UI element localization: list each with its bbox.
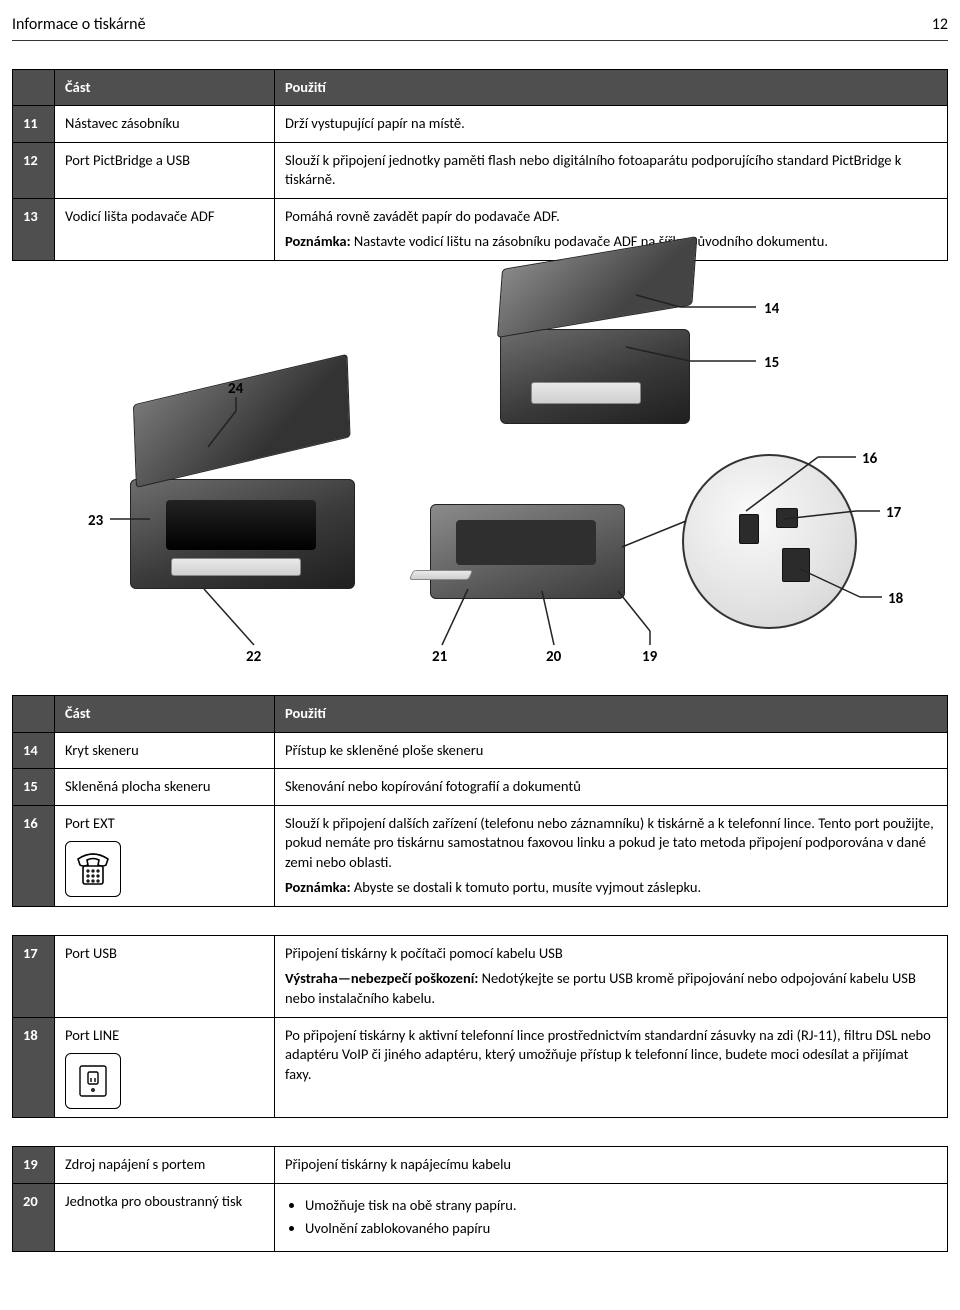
use-text: Slouží k připojení dalších zařízení (tel… (285, 814, 937, 873)
warning: Výstraha—nebezpečí poškození: Nedotýkejt… (285, 969, 937, 1008)
parts-table-2a: Část Použití 14 Kryt skeneru Přístup ke … (12, 695, 948, 907)
callout-20: 20 (546, 647, 561, 667)
callout-23: 23 (88, 511, 103, 531)
printer-diagram: 14 15 16 17 18 19 20 21 22 23 24 (70, 289, 890, 669)
part-name: Jednotka pro oboustranný tisk (55, 1183, 275, 1251)
page-number: 12 (932, 14, 948, 36)
callout-24: 24 (228, 379, 243, 399)
callout-16: 16 (862, 449, 877, 469)
row-number: 14 (13, 732, 55, 769)
use-text: Slouží k připojení jednotky paměti flash… (285, 151, 937, 190)
part-use: Po připojení tiskárny k aktivní telefonn… (275, 1017, 948, 1118)
table-row: 12 Port PictBridge a USB Slouží k připoj… (13, 142, 948, 198)
col-use: Použití (275, 695, 948, 732)
note-label: Poznámka: (285, 878, 351, 896)
section-title: Informace o tiskárně (12, 14, 146, 36)
use-text: Připojení tiskárny k napájecímu kabelu (285, 1155, 937, 1175)
table-row: 19 Zdroj napájení s portem Připojení tis… (13, 1147, 948, 1184)
part-name: Port USB (55, 935, 275, 1017)
part-name: Port PictBridge a USB (55, 142, 275, 198)
table-row: 11 Nástavec zásobníku Drží vystupující p… (13, 106, 948, 143)
table-row: 20 Jednotka pro oboustranný tisk Umožňuj… (13, 1183, 948, 1251)
table-row: 14 Kryt skeneru Přístup ke skleněné ploš… (13, 732, 948, 769)
page-header: Informace o tiskárně 12 (12, 0, 948, 41)
callout-19: 19 (642, 647, 657, 667)
part-use: Slouží k připojení dalších zařízení (tel… (275, 805, 948, 906)
part-use: Slouží k připojení jednotky paměti flash… (275, 142, 948, 198)
part-name: Skleněná plocha skeneru (55, 769, 275, 806)
part-name: Nástavec zásobníku (55, 106, 275, 143)
use-text: Skenování nebo kopírování fotografií a d… (285, 777, 937, 797)
row-number: 20 (13, 1183, 55, 1251)
row-number: 19 (13, 1147, 55, 1184)
use-text: Pomáhá rovně zavádět papír do podavače A… (285, 207, 937, 227)
phone-ext-icon (65, 841, 121, 897)
col-blank (13, 69, 55, 106)
parts-table-2c: 19 Zdroj napájení s portem Připojení tis… (12, 1146, 948, 1252)
table-row: 13 Vodicí lišta podavače ADF Pomáhá rovn… (13, 198, 948, 260)
use-text: Po připojení tiskárny k aktivní telefonn… (285, 1026, 937, 1085)
note-text: Nastavte vodicí lištu na zásobníku podav… (351, 232, 828, 250)
list-item: Uvolnění zablokovaného papíru (305, 1219, 937, 1239)
part-cell: Port EXT (55, 805, 275, 906)
part-name: Port EXT (65, 814, 115, 832)
part-name: Kryt skeneru (55, 732, 275, 769)
col-use: Použití (275, 69, 948, 106)
note: Poznámka: Abyste se dostali k tomuto por… (285, 878, 937, 898)
part-use: Připojení tiskárny k počítači pomocí kab… (275, 935, 948, 1017)
callout-17: 17 (886, 503, 901, 523)
use-text: Připojení tiskárny k počítači pomocí kab… (285, 944, 937, 964)
callout-14: 14 (764, 299, 779, 319)
note-text: Abyste se dostali k tomuto portu, musíte… (351, 878, 702, 896)
use-text: Přístup ke skleněné ploše skeneru (285, 741, 937, 761)
use-text: Drží vystupující papír na místě. (285, 114, 937, 134)
col-blank (13, 695, 55, 732)
note: Poznámka: Nastavte vodicí lištu na zásob… (285, 232, 937, 252)
part-name: Vodicí lišta podavače ADF (55, 198, 275, 260)
callout-21: 21 (432, 647, 447, 667)
callout-18: 18 (888, 589, 903, 609)
row-number: 17 (13, 935, 55, 1017)
part-cell: Port LINE (55, 1017, 275, 1118)
table-row: 16 Port EXT (13, 805, 948, 906)
callout-15: 15 (764, 353, 779, 373)
row-number: 11 (13, 106, 55, 143)
callout-22: 22 (246, 647, 261, 667)
col-part: Část (55, 69, 275, 106)
parts-table-1: Část Použití 11 Nástavec zásobníku Drží … (12, 69, 948, 261)
list-item: Umožňuje tisk na obě strany papíru. (305, 1196, 937, 1216)
table-row: 17 Port USB Připojení tiskárny k počítač… (13, 935, 948, 1017)
part-name: Zdroj napájení s portem (55, 1147, 275, 1184)
note-label: Poznámka: (285, 232, 351, 250)
part-use: Skenování nebo kopírování fotografií a d… (275, 769, 948, 806)
row-number: 15 (13, 769, 55, 806)
row-number: 16 (13, 805, 55, 906)
part-use: Drží vystupující papír na místě. (275, 106, 948, 143)
parts-table-2b: 17 Port USB Připojení tiskárny k počítač… (12, 935, 948, 1118)
row-number: 13 (13, 198, 55, 260)
row-number: 12 (13, 142, 55, 198)
part-name: Port LINE (65, 1026, 119, 1044)
col-part: Část (55, 695, 275, 732)
phone-line-icon (65, 1053, 121, 1109)
row-number: 18 (13, 1017, 55, 1118)
table-row: 15 Skleněná plocha skeneru Skenování neb… (13, 769, 948, 806)
table-row: 18 Port LINE Po připoj (13, 1017, 948, 1118)
warn-label: Výstraha—nebezpečí poškození: (285, 969, 478, 987)
part-use: Připojení tiskárny k napájecímu kabelu (275, 1147, 948, 1184)
part-use: Umožňuje tisk na obě strany papíru. Uvol… (275, 1183, 948, 1251)
part-use: Přístup ke skleněné ploše skeneru (275, 732, 948, 769)
